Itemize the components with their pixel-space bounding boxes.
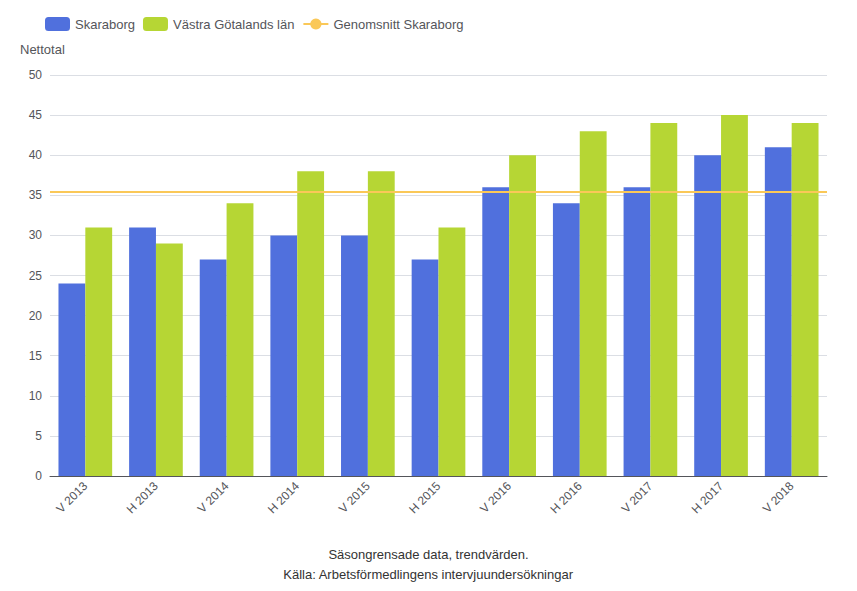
- svg-text:15: 15: [29, 349, 43, 363]
- svg-text:40: 40: [29, 148, 43, 162]
- svg-text:V 2015: V 2015: [336, 479, 373, 516]
- svg-text:45: 45: [29, 108, 43, 122]
- svg-text:Säsongrensade data, trendvärde: Säsongrensade data, trendvärden.: [328, 547, 528, 562]
- svg-text:5: 5: [35, 429, 42, 443]
- svg-text:20: 20: [29, 309, 43, 323]
- svg-text:V 2016: V 2016: [477, 479, 514, 516]
- svg-text:25: 25: [29, 269, 43, 283]
- svg-text:10: 10: [29, 389, 43, 403]
- svg-text:Nettotal: Nettotal: [20, 42, 65, 57]
- svg-text:V 2014: V 2014: [195, 479, 232, 516]
- svg-text:0: 0: [35, 469, 42, 483]
- svg-text:30: 30: [29, 228, 43, 242]
- svg-text:35: 35: [29, 188, 43, 202]
- svg-text:Genomsnitt Skaraborg: Genomsnitt Skaraborg: [333, 17, 463, 32]
- svg-text:Källa: Arbetsförmedlingens int: Källa: Arbetsförmedlingens intervjuunder…: [283, 567, 573, 582]
- svg-text:V 2017: V 2017: [619, 479, 656, 516]
- svg-text:H 2017: H 2017: [689, 479, 726, 516]
- svg-text:Västra Götalands län: Västra Götalands län: [173, 17, 294, 32]
- svg-text:V 2013: V 2013: [54, 479, 91, 516]
- svg-text:H 2013: H 2013: [124, 479, 161, 516]
- svg-text:H 2014: H 2014: [265, 479, 302, 516]
- svg-text:H 2016: H 2016: [547, 479, 584, 516]
- svg-text:Skaraborg: Skaraborg: [75, 17, 135, 32]
- svg-text:H 2015: H 2015: [406, 479, 443, 516]
- svg-text:50: 50: [29, 68, 43, 82]
- svg-text:V 2018: V 2018: [760, 479, 797, 516]
